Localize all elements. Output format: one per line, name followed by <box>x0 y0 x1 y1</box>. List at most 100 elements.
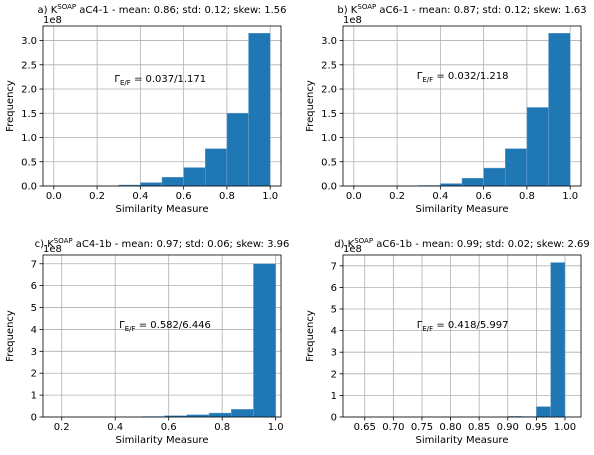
y-tick-label: 0.0 <box>21 182 37 193</box>
y-tick-label: 3 <box>331 348 337 359</box>
text-part: SOAP <box>354 237 373 245</box>
x-tick-label: 0.2 <box>89 191 105 202</box>
y-axis-label: Frequency <box>5 310 16 362</box>
y-tick-label: 1 <box>331 391 337 402</box>
bar <box>248 33 271 187</box>
bar <box>205 148 228 187</box>
x-tick-label: 0.95 <box>525 422 547 433</box>
x-tick-label: 1.00 <box>554 422 576 433</box>
y-offset-label: 1e8 <box>343 244 362 255</box>
text-part: = 0.032/1.218 <box>433 71 508 82</box>
plot-area <box>43 255 281 417</box>
y-axis-label: Frequency <box>5 80 16 132</box>
text-part: c) K <box>35 239 55 250</box>
y-tick-label: 4 <box>331 326 337 337</box>
y-tick-label: 0 <box>31 413 37 424</box>
y-tick-label: 4 <box>31 325 37 336</box>
bar <box>183 167 206 187</box>
annotation: ΓE/F = 0.418/5.997 <box>417 320 509 333</box>
text-part: a) K <box>38 5 58 16</box>
y-offset-label: 1e8 <box>43 15 62 26</box>
annotation: ΓE/F = 0.582/6.446 <box>119 320 211 333</box>
x-tick-label: 0.65 <box>354 422 376 433</box>
x-axis-label: Similarity Measure <box>416 204 509 215</box>
bar <box>161 177 184 187</box>
y-tick-label: 6 <box>31 281 37 292</box>
bar <box>536 406 551 418</box>
x-tick-label: 0.8 <box>519 191 535 202</box>
chart-title: d) KSOAP aC6-1b - mean: 0.99; std: 0.02;… <box>334 237 590 250</box>
text-part: SOAP <box>357 3 376 11</box>
text-part: E/F <box>120 79 131 87</box>
y-tick-label: 3.0 <box>21 36 37 47</box>
text-part: SOAP <box>54 237 73 245</box>
x-tick-label: 0.4 <box>132 191 148 202</box>
text-part: d) K <box>334 239 354 250</box>
y-tick-label: 1.0 <box>21 133 37 144</box>
x-tick-label: 1.0 <box>268 422 284 433</box>
text-part: Γ <box>119 320 125 331</box>
x-axis-label: Similarity Measure <box>416 435 509 446</box>
y-tick-label: 2 <box>331 369 337 380</box>
x-axis-label: Similarity Measure <box>116 435 209 446</box>
text-part: b) K <box>337 5 357 16</box>
x-tick-label: 0.2 <box>54 422 70 433</box>
axes-frame <box>42 254 282 418</box>
bar <box>505 148 528 187</box>
bar <box>253 263 276 418</box>
axes-frame <box>42 25 282 187</box>
bar <box>483 167 506 187</box>
x-tick-label: 0.6 <box>161 422 177 433</box>
y-offset-label: 1e8 <box>343 15 362 26</box>
text-part: Γ <box>417 71 423 82</box>
plot-area <box>343 255 581 417</box>
chart-title: c) KSOAP aC4-1b - mean: 0.97; std: 0.06;… <box>35 237 290 250</box>
x-tick-label: 0.8 <box>214 422 230 433</box>
y-tick-label: 3 <box>31 347 37 358</box>
x-tick-label: 0.4 <box>432 191 448 202</box>
x-tick-label: 0.80 <box>439 422 461 433</box>
bar <box>140 182 163 187</box>
x-tick-label: 0.75 <box>411 422 433 433</box>
y-tick-label: 6 <box>331 283 337 294</box>
x-tick-label: 0.85 <box>468 422 490 433</box>
y-tick-label: 3.0 <box>321 36 337 47</box>
text-part: aC6-1 - mean: 0.87; std: 0.12; skew: 1.6… <box>376 5 586 16</box>
text-part: aC6-1b - mean: 0.99; std: 0.02; skew: 2.… <box>373 239 590 250</box>
text-part: E/F <box>422 76 433 84</box>
x-tick-label: 0.0 <box>46 191 62 202</box>
chart-title: b) KSOAP aC6-1 - mean: 0.87; std: 0.12; … <box>337 3 586 16</box>
y-tick-label: 5 <box>331 305 337 316</box>
text-part: Γ <box>114 74 120 85</box>
y-tick-label: 1.5 <box>321 109 337 120</box>
y-tick-label: 2.0 <box>21 85 37 96</box>
x-tick-label: 1.0 <box>562 191 578 202</box>
bar <box>526 107 549 187</box>
y-tick-label: 2.5 <box>21 60 37 71</box>
annotation: ΓE/F = 0.032/1.218 <box>417 71 509 84</box>
bar <box>208 412 232 418</box>
bar <box>461 177 484 187</box>
y-tick-label: 0.0 <box>321 182 337 193</box>
chart-title: a) KSOAP aC4-1 - mean: 0.86; std: 0.12; … <box>38 3 287 16</box>
text-part: Γ <box>417 320 423 331</box>
x-tick-label: 0.6 <box>476 191 492 202</box>
axes-frame <box>342 25 582 187</box>
bar <box>550 262 566 418</box>
x-tick-label: 0.2 <box>389 191 405 202</box>
text-part: SOAP <box>57 3 76 11</box>
x-tick-label: 0.90 <box>497 422 519 433</box>
x-tick-label: 1.0 <box>262 191 278 202</box>
x-axis-label: Similarity Measure <box>116 204 209 215</box>
y-offset-label: 1e8 <box>43 244 62 255</box>
text-part: = 0.037/1.171 <box>131 74 206 85</box>
y-tick-label: 1 <box>31 391 37 402</box>
y-axis-label: Frequency <box>305 310 316 362</box>
text-part: aC4-1 - mean: 0.86; std: 0.12; skew: 1.5… <box>76 5 286 16</box>
bar <box>226 113 249 187</box>
y-axis-label: Frequency <box>305 80 316 132</box>
x-tick-label: 0.0 <box>346 191 362 202</box>
y-tick-label: 0.5 <box>21 157 37 168</box>
y-tick-label: 1.5 <box>21 109 37 120</box>
